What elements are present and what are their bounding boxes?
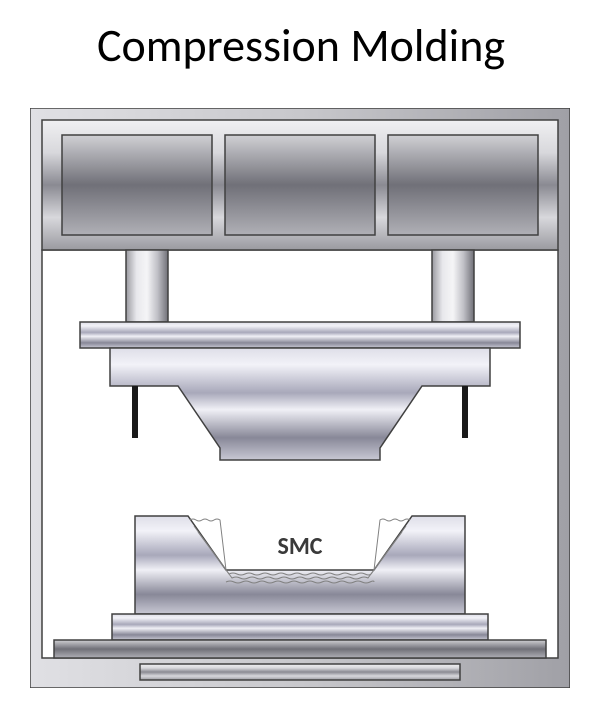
footer-bar bbox=[140, 664, 460, 680]
smc-label: SMC bbox=[277, 532, 322, 561]
molding-svg: SMC bbox=[30, 108, 570, 688]
press-bed bbox=[54, 640, 546, 658]
piston-left bbox=[126, 250, 168, 322]
lower-base-plate bbox=[112, 614, 488, 640]
compression-molding-diagram: SMC bbox=[30, 108, 570, 688]
crossbar-panel-2 bbox=[225, 135, 375, 235]
diagram-title: Compression Molding bbox=[0, 0, 602, 74]
upper-platen bbox=[80, 322, 520, 348]
crossbar-panel-1 bbox=[62, 135, 212, 235]
piston-right bbox=[432, 250, 474, 322]
guide-pin-left bbox=[132, 386, 138, 438]
crossbar-panel-3 bbox=[388, 135, 538, 235]
guide-pin-right bbox=[462, 386, 468, 438]
